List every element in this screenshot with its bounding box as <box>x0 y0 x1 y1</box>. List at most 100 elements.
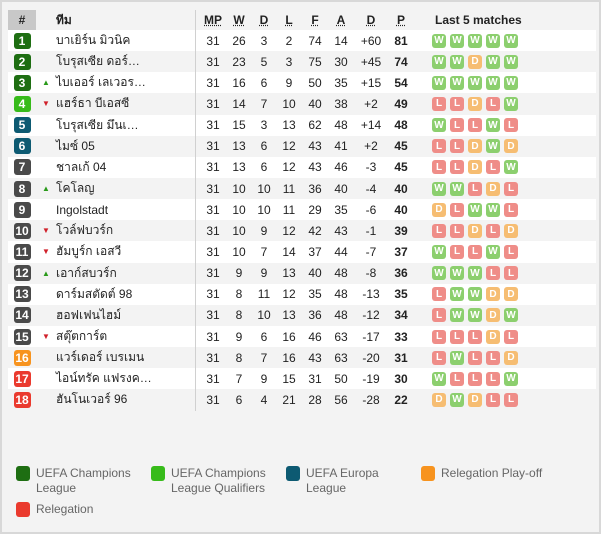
form-result-L[interactable]: L <box>450 371 464 386</box>
header-w[interactable]: W <box>233 13 245 27</box>
form-result-D[interactable]: D <box>486 329 500 344</box>
form-result-D[interactable]: D <box>468 392 482 407</box>
form-result-W[interactable]: W <box>504 96 518 111</box>
form-result-W[interactable]: W <box>450 33 464 48</box>
team-name[interactable]: โวล์ฟบวร์ก <box>56 223 114 238</box>
form-result-L[interactable]: L <box>504 329 518 344</box>
form-result-L[interactable]: L <box>468 244 482 259</box>
form-result-L[interactable]: L <box>450 118 464 133</box>
form-result-L[interactable]: L <box>450 244 464 259</box>
form-result-W[interactable]: W <box>504 33 518 48</box>
form-result-L[interactable]: L <box>486 266 500 281</box>
form-result-L[interactable]: L <box>450 96 464 111</box>
form-result-L[interactable]: L <box>450 223 464 238</box>
table-row[interactable]: 10 ▼ โวล์ฟบวร์ก 31 10 9 12 42 43 -1 39 L L D L D <box>8 220 596 242</box>
form-result-D[interactable]: D <box>468 54 482 69</box>
form-result-W[interactable]: W <box>504 54 518 69</box>
table-row[interactable]: 9 Ingolstadt 31 10 10 11 29 35 -6 40 D L W W L <box>8 199 596 221</box>
form-result-W[interactable]: W <box>504 160 518 175</box>
form-result-W[interactable]: W <box>468 202 482 217</box>
form-result-W[interactable]: W <box>486 244 500 259</box>
form-result-L[interactable]: L <box>468 118 482 133</box>
form-result-L[interactable]: L <box>504 266 518 281</box>
form-result-W[interactable]: W <box>432 266 446 281</box>
form-result-W[interactable]: W <box>450 181 464 196</box>
header-mp[interactable]: MP <box>204 13 222 27</box>
form-result-L[interactable]: L <box>486 96 500 111</box>
form-result-L[interactable]: L <box>432 160 446 175</box>
team-name[interactable]: แฮร์ธา บีเอสซี <box>56 96 130 111</box>
form-result-L[interactable]: L <box>486 350 500 365</box>
form-result-D[interactable]: D <box>504 350 518 365</box>
form-result-L[interactable]: L <box>486 371 500 386</box>
team-name[interactable]: ฮันโนเวอร์ 96 <box>56 392 128 407</box>
form-result-W[interactable]: W <box>504 75 518 90</box>
team-name[interactable]: เอาก์สบวร์ก <box>56 265 117 280</box>
form-result-D[interactable]: D <box>486 308 500 323</box>
form-result-W[interactable]: W <box>450 266 464 281</box>
header-p[interactable]: P <box>396 13 405 27</box>
form-result-L[interactable]: L <box>432 308 446 323</box>
team-name[interactable]: ดาร์มสตัดต์ 98 <box>56 286 133 301</box>
form-result-D[interactable]: D <box>468 160 482 175</box>
team-name[interactable]: สตุ๊ตการ์ต <box>56 329 108 344</box>
form-result-L[interactable]: L <box>486 223 500 238</box>
form-result-L[interactable]: L <box>450 139 464 154</box>
form-result-W[interactable]: W <box>504 308 518 323</box>
team-name[interactable]: ฮอฟเฟนไฮม์ <box>56 307 122 322</box>
team-name[interactable]: ไอน์ทรัค แฟรงค… <box>56 371 152 386</box>
form-result-W[interactable]: W <box>486 54 500 69</box>
form-result-W[interactable]: W <box>432 181 446 196</box>
team-name[interactable]: บาเยิร์น มิวนิค <box>56 33 131 48</box>
team-name[interactable]: ไมซ์ 05 <box>56 138 95 153</box>
form-result-L[interactable]: L <box>468 329 482 344</box>
form-result-W[interactable]: W <box>486 118 500 133</box>
form-result-W[interactable]: W <box>432 33 446 48</box>
header-gd[interactable]: D <box>366 13 376 27</box>
form-result-L[interactable]: L <box>432 223 446 238</box>
table-row[interactable]: 18 ฮันโนเวอร์ 96 31 6 4 21 28 56 -28 22 D W D L L <box>8 389 596 411</box>
form-result-W[interactable]: W <box>486 75 500 90</box>
form-result-L[interactable]: L <box>504 392 518 407</box>
form-result-L[interactable]: L <box>468 350 482 365</box>
form-result-W[interactable]: W <box>432 75 446 90</box>
form-result-L[interactable]: L <box>450 160 464 175</box>
form-result-W[interactable]: W <box>468 33 482 48</box>
team-name[interactable]: Ingolstadt <box>56 202 109 217</box>
form-result-L[interactable]: L <box>504 244 518 259</box>
form-result-W[interactable]: W <box>450 392 464 407</box>
form-result-D[interactable]: D <box>504 223 518 238</box>
table-row[interactable]: 12 ▲ เอาก์สบวร์ก 31 9 9 13 40 48 -8 36 W W W L L <box>8 262 596 284</box>
table-row[interactable]: 8 ▲ โคโลญ 31 10 10 11 36 40 -4 40 W W L D L <box>8 177 596 200</box>
form-result-L[interactable]: L <box>504 202 518 217</box>
table-row[interactable]: 6 ไมซ์ 05 31 13 6 12 43 41 +2 45 L L D W D <box>8 135 596 157</box>
form-result-D[interactable]: D <box>486 181 500 196</box>
team-name[interactable]: ไบเออร์ เลเวอร… <box>56 75 146 90</box>
form-result-W[interactable]: W <box>450 287 464 302</box>
table-row[interactable]: 11 ▼ ฮัมบูร์ก เอสวี 31 10 7 14 37 44 -7 37 W L L W L <box>8 241 596 263</box>
form-result-W[interactable]: W <box>468 75 482 90</box>
form-result-D[interactable]: D <box>504 139 518 154</box>
table-row[interactable]: 17 ไอน์ทรัค แฟรงค… 31 7 9 15 31 50 -19 30 W L L L W <box>8 368 596 390</box>
form-result-L[interactable]: L <box>504 181 518 196</box>
table-row[interactable]: 15 ▼ สตุ๊ตการ์ต 31 9 6 16 46 63 -17 33 L L L D L <box>8 325 596 348</box>
team-name[interactable]: ชาลเก้ 04 <box>56 159 107 174</box>
team-name[interactable]: แวร์เดอร์ เบรเมน <box>56 350 145 365</box>
form-result-D[interactable]: D <box>468 96 482 111</box>
form-result-W[interactable]: W <box>432 54 446 69</box>
header-f[interactable]: F <box>311 13 319 27</box>
table-row[interactable]: 16 แวร์เดอร์ เบรเมน 31 8 7 16 43 63 -20 31 L W L L D <box>8 347 596 369</box>
form-result-W[interactable]: W <box>468 308 482 323</box>
form-result-W[interactable]: W <box>432 244 446 259</box>
table-row[interactable]: 14 ฮอฟเฟนไฮม์ 31 8 10 13 36 48 -12 34 L W W D W <box>8 304 596 326</box>
form-result-L[interactable]: L <box>432 139 446 154</box>
form-result-W[interactable]: W <box>432 371 446 386</box>
form-result-D[interactable]: D <box>468 223 482 238</box>
team-name[interactable]: โบรุสเซีย มึนเ… <box>56 117 139 132</box>
form-result-W[interactable]: W <box>486 33 500 48</box>
table-row[interactable]: 4 ▼ แฮร์ธา บีเอสซี 31 14 7 10 40 38 +2 49 L L D L W <box>8 93 596 115</box>
table-row[interactable]: 2 โบรุสเซีย ดอร์… 31 23 5 3 75 30 +45 74 W W D W W <box>8 51 596 73</box>
table-row[interactable]: 1 บาเยิร์น มิวนิค 31 26 3 2 74 14 +60 81 W W W W W <box>8 30 596 52</box>
form-result-L[interactable]: L <box>486 160 500 175</box>
form-result-D[interactable]: D <box>432 202 446 217</box>
